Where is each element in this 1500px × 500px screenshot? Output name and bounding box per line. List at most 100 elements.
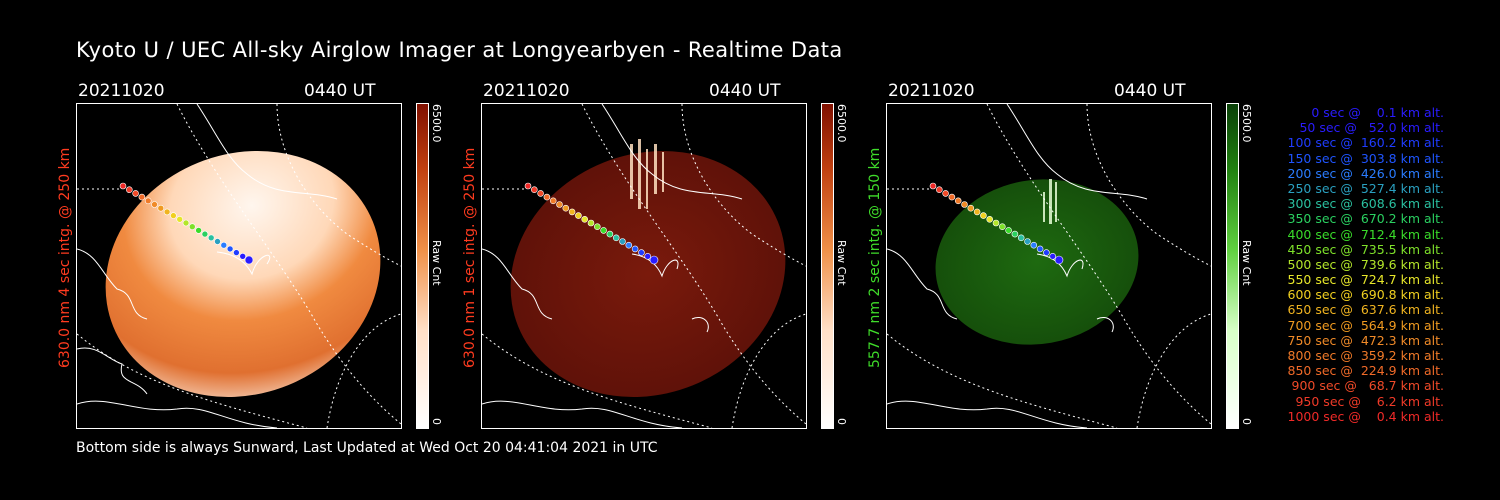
panel-2-cbar-min: 0 xyxy=(835,418,848,425)
trajectory-point xyxy=(967,204,975,212)
panel-1-cbar-unit: Raw Cnt xyxy=(430,240,443,286)
trajectory-point xyxy=(537,190,544,197)
panel-2-cbar-unit: Raw Cnt xyxy=(835,240,848,286)
panel-2-cbar-max: 6500.0 xyxy=(835,104,848,143)
trajectory-point xyxy=(992,219,1000,227)
panel-3-ylabel: 557.7 nm 2 sec intg. @ 150 km xyxy=(867,147,883,368)
trajectory-point xyxy=(556,201,563,208)
trajectory-point xyxy=(176,216,183,223)
panel-1-ylabel: 630.0 nm 4 sec intg. @ 250 km xyxy=(57,147,73,368)
legend-row: 800 sec @ 359.2 km alt. xyxy=(1283,348,1445,363)
panel-3-map-canvas xyxy=(887,104,1211,428)
legend-row: 700 sec @ 564.9 km alt. xyxy=(1283,317,1445,333)
trajectory-point xyxy=(954,197,962,205)
trajectory-point xyxy=(220,241,228,249)
panel-3-cbar-min: 0 xyxy=(1240,418,1253,425)
panel-1-airglow-disc xyxy=(105,150,381,398)
trajectory-point xyxy=(543,193,551,201)
trajectory-point xyxy=(144,197,152,205)
page-title: Kyoto U / UEC All-sky Airglow Imager at … xyxy=(76,38,843,62)
trajectory-point xyxy=(182,219,190,227)
panel-1-trajectory xyxy=(119,182,254,265)
legend-row: 350 sec @ 670.2 km alt. xyxy=(1283,211,1445,227)
panel-2-ylabel: 630.0 nm 1 sec intg. @ 250 km xyxy=(462,147,478,368)
trajectory-point xyxy=(233,249,240,256)
trajectory-point xyxy=(1036,245,1044,253)
panel-1-coastline xyxy=(77,104,338,428)
trajectory-point xyxy=(973,208,981,216)
trajectory-point xyxy=(1043,249,1050,256)
panel-3-allsky-map xyxy=(886,103,1212,429)
trajectory-point xyxy=(980,212,987,219)
trajectory-point xyxy=(1030,241,1038,249)
panel-3-cbar-max: 6500.0 xyxy=(1240,104,1253,143)
trajectory-point xyxy=(935,186,943,193)
trajectory-point xyxy=(207,234,215,242)
panel-1-time: 0440 UT xyxy=(304,81,376,101)
legend-row: 450 sec @ 735.5 km alt. xyxy=(1283,241,1445,257)
legend-row: 550 sec @ 724.7 km alt. xyxy=(1283,272,1445,288)
panel-3-cbar-unit: Raw Cnt xyxy=(1240,240,1253,286)
legend-row: 850 sec @ 224.9 km alt. xyxy=(1283,363,1445,379)
panel-3-colorbar xyxy=(1226,103,1239,429)
legend-row: 950 sec @ 6.2 km alt. xyxy=(1291,393,1444,409)
panel-2-time: 0440 UT xyxy=(709,81,781,101)
legend-row: 650 sec @ 637.6 km alt. xyxy=(1283,302,1445,318)
panel-2-airglow-disc xyxy=(510,150,786,398)
trajectory-point xyxy=(244,255,254,265)
trajectory-point xyxy=(562,204,570,212)
trajectory-point xyxy=(195,227,202,234)
legend-row: 600 sec @ 690.8 km alt. xyxy=(1283,287,1445,303)
trajectory-point xyxy=(201,230,209,238)
legend-row: 500 sec @ 739.6 km alt. xyxy=(1283,256,1445,272)
footer-note: Bottom side is always Sunward, Last Upda… xyxy=(76,440,658,456)
trajectory-point xyxy=(631,245,639,253)
trajectory-point xyxy=(151,201,158,208)
trajectory-point xyxy=(587,219,595,227)
panel-1-grid xyxy=(77,104,401,428)
trajectory-point xyxy=(189,223,196,230)
panel-2-colorbar xyxy=(821,103,834,429)
trajectory-point xyxy=(530,186,538,193)
trajectory-point xyxy=(239,253,246,260)
legend-row: 250 sec @ 527.4 km alt. xyxy=(1283,180,1445,196)
trajectory-point xyxy=(581,216,588,223)
trajectory-point xyxy=(929,182,937,190)
trajectory-point xyxy=(612,234,620,242)
trajectory-point xyxy=(125,186,133,193)
panel-1-date: 20211020 xyxy=(78,81,165,101)
trajectory-point xyxy=(568,208,576,216)
trajectory-point xyxy=(644,253,651,260)
trajectory-point xyxy=(1054,255,1064,265)
panel-1-colorbar xyxy=(416,103,429,429)
trajectory-point xyxy=(1017,234,1025,242)
trajectory-point xyxy=(600,227,607,234)
panel-3-date: 20211020 xyxy=(888,81,975,101)
trajectory-point xyxy=(942,190,949,197)
trajectory-point xyxy=(1049,253,1056,260)
trajectory-point xyxy=(549,197,557,205)
panel-3-trajectory xyxy=(929,182,1064,265)
trajectory-point xyxy=(226,245,234,253)
panel-2-grid xyxy=(482,104,806,428)
trajectory-point xyxy=(638,249,645,256)
legend-row: 900 sec @ 68.7 km alt. xyxy=(1287,378,1444,394)
trajectory-legend: 0 sec @ 0.1 km alt. 50 sec @ 52.0 km alt… xyxy=(1268,105,1445,424)
trajectory-point xyxy=(575,212,582,219)
legend-row: 750 sec @ 472.3 km alt. xyxy=(1283,332,1445,348)
panel-3-airglow-disc xyxy=(935,179,1139,345)
trajectory-point xyxy=(619,238,626,245)
trajectory-point xyxy=(594,223,601,230)
panel-3-grid xyxy=(887,104,1211,428)
trajectory-point xyxy=(1024,238,1031,245)
legend-row: 200 sec @ 426.0 km alt. xyxy=(1283,165,1445,181)
legend-row: 400 sec @ 712.4 km alt. xyxy=(1283,226,1445,242)
panel-3-time: 0440 UT xyxy=(1114,81,1186,101)
legend-row: 100 sec @ 160.2 km alt. xyxy=(1283,135,1445,151)
legend-row: 0 sec @ 0.1 km alt. xyxy=(1299,105,1444,120)
trajectory-point xyxy=(999,223,1006,230)
trajectory-point xyxy=(524,182,532,190)
trajectory-point xyxy=(138,193,146,201)
trajectory-point xyxy=(1011,230,1019,238)
legend-row: 300 sec @ 608.6 km alt. xyxy=(1283,196,1445,212)
